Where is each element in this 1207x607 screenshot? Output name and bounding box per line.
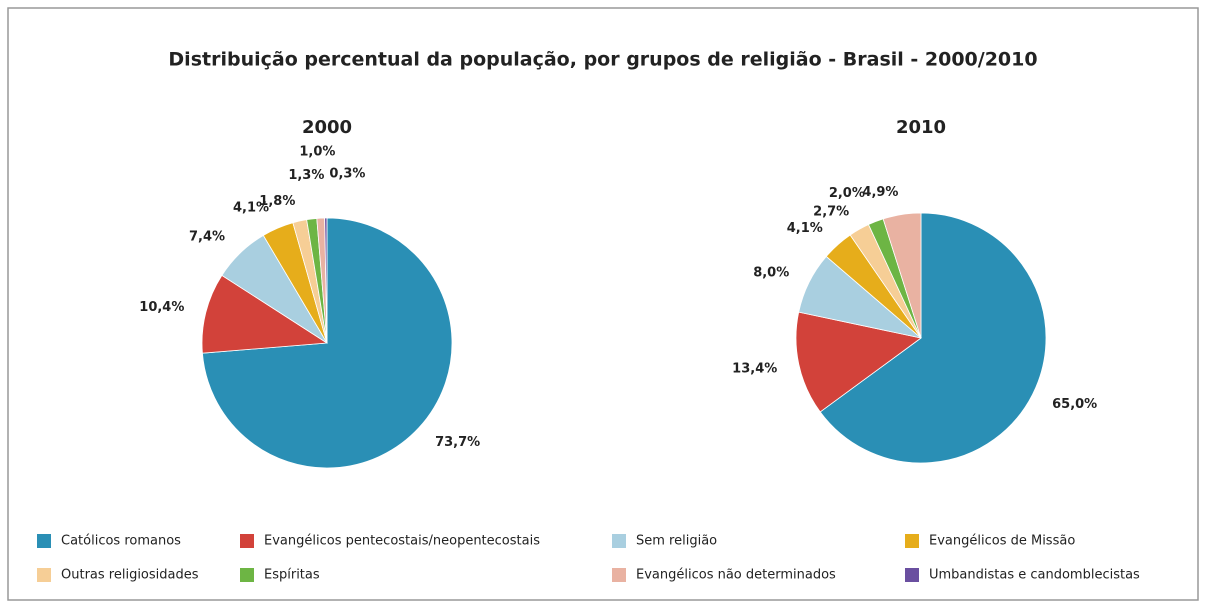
value-label: 2,7% (813, 205, 849, 220)
value-label: 10,4% (139, 300, 184, 315)
value-label: 73,7% (435, 435, 480, 450)
pie-slice (324, 217, 328, 344)
value-label: 13,4% (732, 361, 777, 376)
value-label: 2,0% (829, 186, 865, 201)
legend-swatch (905, 534, 919, 548)
value-label: 4,9% (862, 185, 898, 200)
legend-label: Espíritas (264, 568, 320, 583)
legend-swatch (240, 568, 254, 582)
legend-label: Evangélicos não determinados (636, 568, 836, 583)
legend-label: Católicos romanos (61, 534, 181, 549)
legend-swatch (37, 568, 51, 582)
legend-label: Umbandistas e candomblecistas (929, 568, 1140, 583)
legend-label: Outras religiosidades (61, 568, 199, 583)
pie-slice (882, 212, 922, 339)
value-label: 7,4% (189, 230, 225, 245)
value-label: 4,1% (787, 221, 823, 236)
legend-label: Evangélicos de Missão (929, 534, 1075, 549)
legend-swatch (612, 568, 626, 582)
pie-slice (819, 212, 1047, 464)
chart-title: Distribuição percentual da população, po… (168, 49, 1037, 71)
value-label: 1,3% (288, 168, 324, 183)
legend-label: Sem religião (636, 534, 717, 549)
legend-swatch (37, 534, 51, 548)
legend-label: Evangélicos pentecostais/neopentecostais (264, 534, 540, 549)
value-label: 1,8% (259, 194, 295, 209)
pie-slice (201, 274, 329, 354)
value-label: 65,0% (1052, 397, 1097, 412)
value-label: 8,0% (753, 265, 789, 280)
value-label: 0,3% (329, 167, 365, 182)
pie-slice (795, 311, 922, 413)
legend-swatch (240, 534, 254, 548)
legend-swatch (905, 568, 919, 582)
legend-swatch (612, 534, 626, 548)
pie-title: 2010 (896, 117, 946, 138)
value-label: 4,1% (233, 200, 269, 215)
value-label: 1,0% (299, 145, 335, 160)
pie-title: 2000 (302, 117, 352, 138)
